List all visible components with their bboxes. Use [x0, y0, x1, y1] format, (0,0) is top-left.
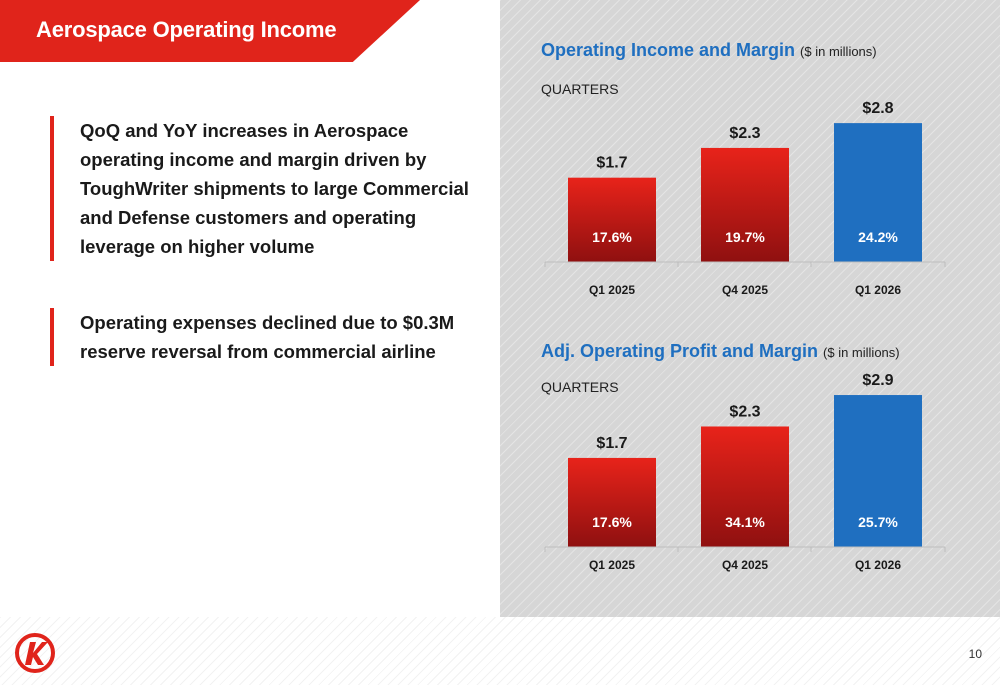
value-label: $2.9 [862, 372, 893, 389]
category-label: Q1 2026 [855, 283, 901, 297]
bullet-point: QoQ and YoY increases in Aerospace opera… [50, 116, 470, 261]
category-label: Q1 2025 [589, 283, 635, 297]
bar [701, 147, 789, 262]
bar [701, 426, 789, 547]
period-label: QUARTERS [541, 379, 619, 395]
value-label: $1.7 [596, 435, 627, 452]
operating-income-chart: $1.7 17.6% Q1 2025 $2.3 19.7% Q4 2025 $2.8 24.2… [544, 100, 946, 297]
value-label: $2.3 [729, 403, 760, 420]
chart-title-text: Operating Income and Margin [541, 40, 796, 60]
category-label: Q4 2025 [722, 283, 768, 297]
page-title: Aerospace Operating Income [36, 17, 337, 42]
category-label: Q1 2026 [855, 558, 901, 572]
value-label: $1.7 [596, 155, 627, 172]
margin-label: 34.1% [725, 514, 765, 530]
value-label: $2.3 [729, 125, 760, 142]
category-label: Q4 2025 [722, 558, 768, 572]
margin-label: 19.7% [725, 229, 765, 245]
period-label: QUARTERS [541, 81, 619, 97]
margin-label: 24.2% [858, 229, 898, 245]
bar [568, 177, 656, 262]
chart-units: ($ in millions) [823, 345, 900, 360]
margin-label: 17.6% [592, 229, 632, 245]
chart-units: ($ in millions) [800, 44, 877, 59]
chart-title-text: Adj. Operating Profit and Margin [541, 341, 819, 361]
bullet-point: Operating expenses declined due to $0.3M… [50, 308, 470, 366]
title-banner [0, 0, 420, 62]
company-logo [15, 633, 55, 673]
bar [834, 123, 922, 263]
bar [834, 395, 922, 547]
chart-title: Operating Income and Margin ($ in millio… [541, 40, 877, 61]
margin-label: 25.7% [858, 514, 898, 530]
footer-band [0, 617, 1000, 685]
margin-label: 17.6% [592, 514, 632, 530]
page-number: 10 [968, 647, 982, 661]
value-label: $2.8 [862, 100, 893, 117]
category-label: Q1 2025 [589, 558, 635, 572]
chart-title: Adj. Operating Profit and Margin ($ in m… [541, 341, 900, 362]
adj-operating-profit-chart: $1.7 17.6% Q1 2025 $2.3 34.1% Q4 2025 $2.9 25.7… [544, 372, 946, 572]
bar [568, 457, 656, 547]
